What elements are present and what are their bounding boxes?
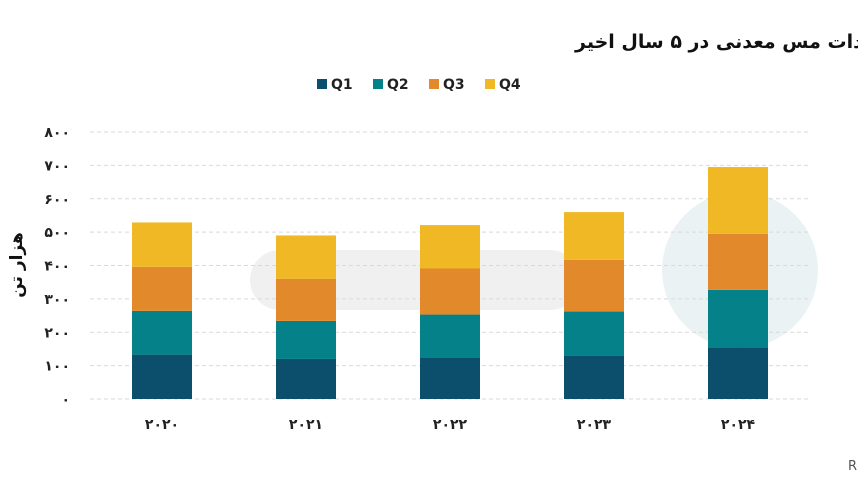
legend-swatch-q3 — [429, 79, 439, 89]
y-axis-ticks: ۰ ۱۰۰ ۲۰۰ ۳۰۰ ۴۰۰ ۵۰۰ ۶۰۰ ۷۰۰ ۸۰۰ — [44, 125, 70, 408]
bar-segment-q2 — [708, 289, 768, 348]
x-tick-label: ۲۰۲۲ — [433, 417, 468, 433]
bar-segment-q2 — [132, 310, 192, 355]
legend-swatch-q2 — [373, 79, 383, 89]
legend-swatch-q4 — [485, 79, 495, 89]
legend-swatch-q1 — [317, 79, 327, 89]
bar-segment-q1 — [708, 347, 768, 399]
bar-segment-q4 — [564, 212, 624, 260]
bar-segment-q4 — [132, 222, 192, 267]
y-axis-label: هزار تن — [7, 232, 27, 298]
bar-segment-q2 — [420, 314, 480, 358]
bar-segment-q1 — [564, 355, 624, 399]
y-tick-label: ۵۰۰ — [44, 225, 70, 241]
bar-segment-q3 — [276, 278, 336, 321]
bar-segment-q4 — [276, 235, 336, 279]
bar-segment-q1 — [420, 357, 480, 399]
x-tick-label: ۲۰۲۰ — [145, 417, 179, 433]
x-tick-label: ۲۰۲۱ — [289, 417, 323, 433]
x-axis-ticks: ۲۰۲۰ ۲۰۲۱ ۲۰۲۲ ۲۰۲۳ ۲۰۲۴ — [145, 417, 756, 433]
legend-label-q1: Q1 — [331, 77, 353, 93]
x-tick-label: ۲۰۲۴ — [721, 417, 756, 433]
y-tick-label: ۱۰۰ — [44, 359, 70, 375]
bar-segment-q2 — [564, 311, 624, 356]
x-tick-label: ۲۰۲۳ — [577, 417, 612, 433]
y-tick-label: ۲۰۰ — [44, 325, 70, 341]
source-note: منبع: گزارش‌های فصلی شرکت Rio Tinto — [848, 458, 858, 474]
bar-segment-q2 — [276, 320, 336, 359]
y-tick-label: ۳۰۰ — [44, 292, 70, 308]
bar-segment-q4 — [420, 225, 480, 269]
bar-segment-q1 — [276, 358, 336, 399]
bar-segment-q4 — [708, 167, 768, 234]
bar-segment-q3 — [564, 259, 624, 312]
bar-segment-q3 — [420, 268, 480, 315]
y-tick-label: ۸۰۰ — [44, 125, 70, 141]
y-tick-label: ۶۰۰ — [44, 192, 70, 208]
bar-segment-q1 — [132, 354, 192, 399]
bar-segment-q3 — [708, 233, 768, 290]
legend-label-q3: Q3 — [443, 77, 465, 93]
chart-title: نمودار ۱- تولیدات مس معدنی در ۵ سال اخیر — [574, 31, 858, 53]
y-tick-label: ۰ — [61, 392, 70, 408]
legend-label-q2: Q2 — [387, 77, 409, 93]
y-tick-label: ۷۰۰ — [44, 158, 70, 174]
bars — [132, 167, 768, 399]
y-tick-label: ۴۰۰ — [44, 259, 70, 275]
bar-segment-q3 — [132, 266, 192, 311]
legend-label-q4: Q4 — [499, 77, 521, 93]
legend: Q1 Q2 Q3 Q4 — [317, 77, 521, 93]
